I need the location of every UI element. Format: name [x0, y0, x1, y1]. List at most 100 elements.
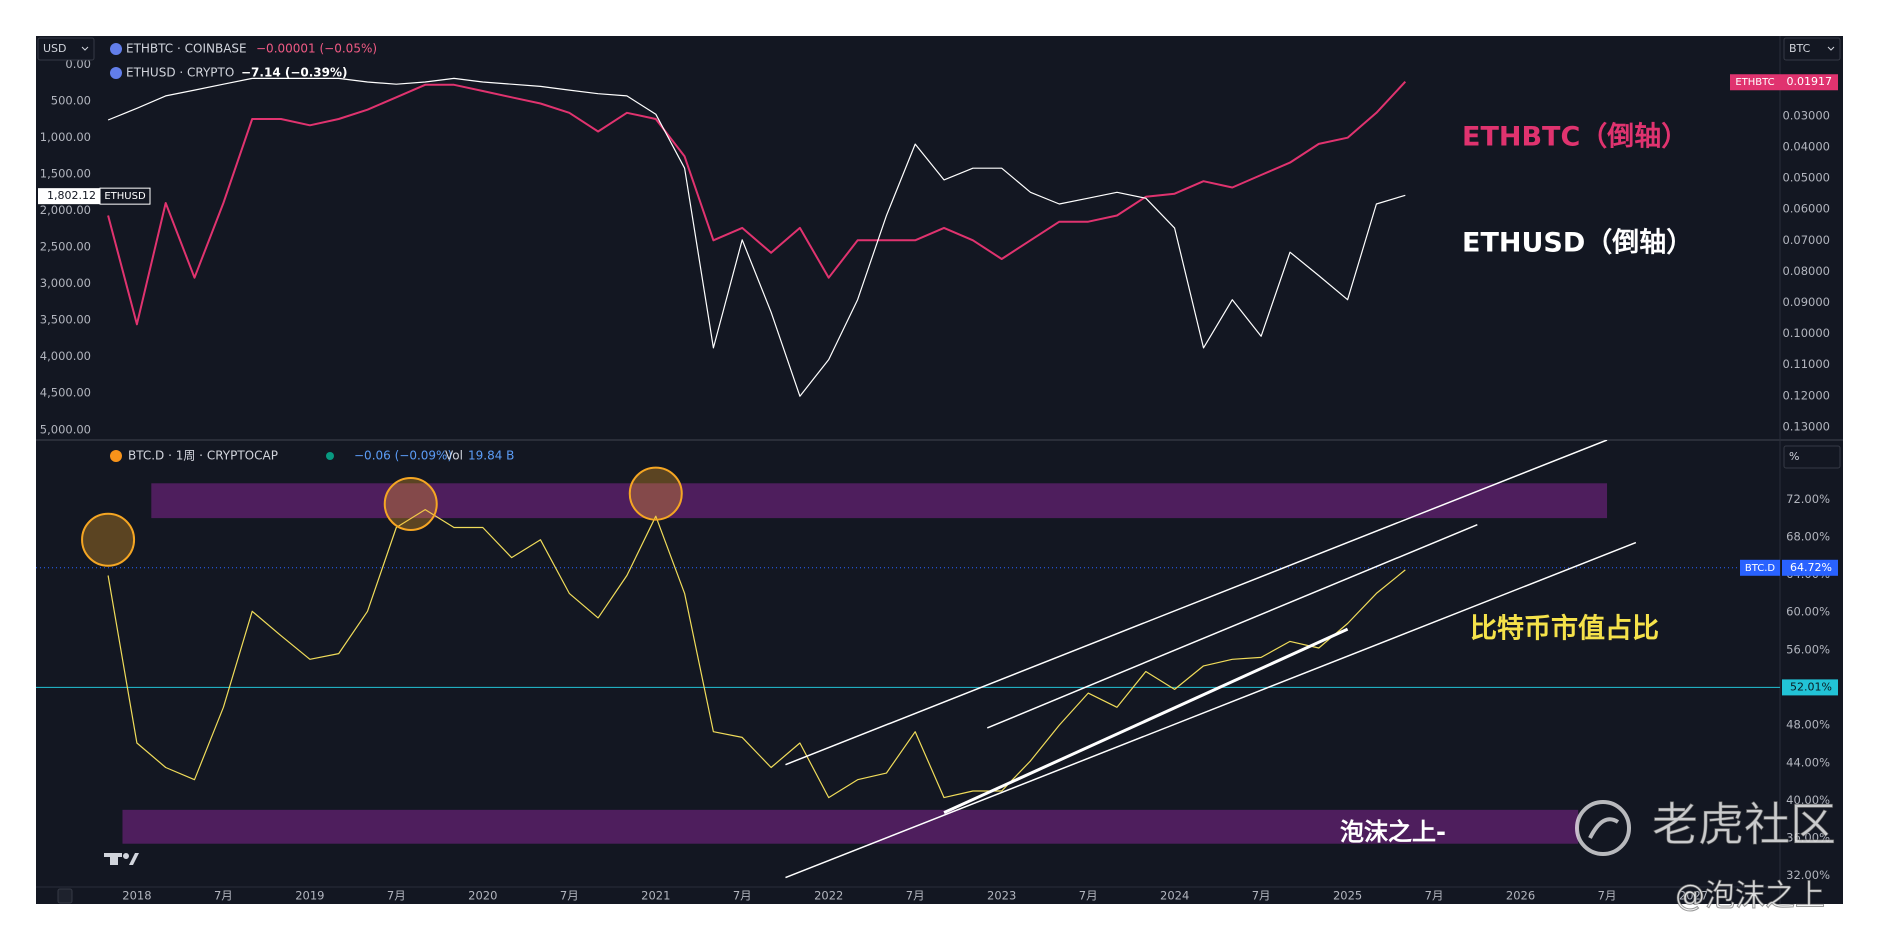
- watermark-brand: 老虎社区: [1652, 798, 1836, 852]
- y2-tick-label: 0.08000: [1782, 264, 1830, 278]
- currency-select[interactable]: [37, 37, 95, 61]
- timezone-button[interactable]: [57, 888, 73, 904]
- x-tick-label: 7月: [1598, 889, 1617, 903]
- x-tick-label: 2018: [122, 889, 151, 903]
- series-tag-name: ETHBTC: [1735, 77, 1774, 88]
- hline-tag-name: BTC.D: [1745, 563, 1776, 574]
- y2-tick-label: 0.04000: [1782, 140, 1830, 154]
- series-tag-name-bg: [99, 187, 151, 205]
- status-dot: [326, 452, 334, 460]
- y-tick-label: 3,000.00: [40, 276, 91, 290]
- x-tick-label: 2022: [814, 889, 843, 903]
- series-line: [107, 77, 1406, 397]
- x-tick-label: 2025: [1333, 889, 1362, 903]
- hline-tag-bg: [1782, 679, 1838, 696]
- x-tick-label: 2020: [468, 889, 497, 903]
- symbol-icon: [110, 67, 122, 79]
- annotation: ETHBTC（倒轴）: [1462, 122, 1688, 153]
- dropdown-chevron: [1827, 46, 1835, 51]
- tv-logo: [104, 853, 139, 865]
- annotation: ETHUSD（倒轴）: [1462, 228, 1693, 259]
- y-tick-label: 1,000.00: [40, 130, 91, 144]
- y2-tick-label: 0.09000: [1782, 295, 1830, 309]
- y2-tick-label: 0.11000: [1782, 357, 1830, 371]
- trend-line: [943, 627, 1349, 815]
- series-tag-bg: [1730, 74, 1838, 91]
- unit-select[interactable]: [1783, 37, 1841, 61]
- y-tick-label: 56.00%: [1786, 642, 1830, 656]
- trend-line: [785, 541, 1637, 879]
- symbol-icon: [110, 450, 122, 462]
- y-tick-label: 60.00%: [1786, 605, 1830, 619]
- y2-tick-label: 0.07000: [1782, 233, 1830, 247]
- series-line: [107, 509, 1406, 799]
- plot-area: [107, 77, 1407, 397]
- plot-area: [36, 440, 1780, 879]
- y-tick-label: 72.00%: [1786, 492, 1830, 506]
- annotation: 比特币市值占比: [1470, 613, 1659, 645]
- x-tick-label: 7月: [1425, 889, 1444, 903]
- y2-tick-label: 0.05000: [1782, 171, 1830, 185]
- watermark-logo: [1575, 800, 1631, 856]
- y-tick-label: 500.00: [51, 94, 91, 108]
- unit-label: BTC: [1789, 42, 1811, 55]
- chart-panel: [36, 36, 1843, 904]
- legend-change: −0.00001 (−0.05%): [256, 42, 377, 56]
- x-tick-label: 2024: [1160, 889, 1189, 903]
- y-tick-label: 5,000.00: [40, 422, 91, 436]
- dropdown-chevron: [81, 46, 89, 51]
- y-tick-label: 40.00%: [1786, 793, 1830, 807]
- series-tag-name: ETHUSD: [104, 191, 146, 202]
- y2-tick-label: 0.10000: [1782, 326, 1830, 340]
- x-tick-label: 7月: [387, 889, 406, 903]
- x-tick-label: 7月: [214, 889, 233, 903]
- currency-label: USD: [43, 42, 67, 55]
- legend-change: −0.06 (−0.09%): [354, 449, 452, 463]
- y-tick-label: 4,000.00: [40, 349, 91, 363]
- watermark-author: @泡沫之上: [1675, 879, 1825, 914]
- hline-tag-name-bg: [1740, 559, 1780, 576]
- x-tick-label: 7月: [1252, 889, 1271, 903]
- x-tick-label: 2027: [1679, 889, 1708, 903]
- x-tick-label: 2026: [1506, 889, 1535, 903]
- y-tick-label: 36.00%: [1786, 831, 1830, 845]
- legend-change: −7.14 (−0.39%): [241, 66, 348, 80]
- price-zone: [151, 483, 1608, 519]
- x-tick-label: 7月: [733, 889, 752, 903]
- y-tick-label: 1,500.00: [40, 167, 91, 181]
- series-tag-value: 0.01917: [1787, 75, 1833, 88]
- y-tick-label: 32.00%: [1786, 868, 1830, 882]
- y2-tick-label: 0.06000: [1782, 202, 1830, 216]
- legend-series-name[interactable]: ETHBTC · COINBASE: [126, 42, 247, 56]
- series-tag-value: 1,802.12: [47, 189, 96, 202]
- x-tick-label: 7月: [560, 889, 579, 903]
- y2-tick-label: 0.13000: [1782, 419, 1830, 433]
- x-tick-label: 2019: [295, 889, 324, 903]
- y-tick-label: 44.00%: [1786, 755, 1830, 769]
- hline-tag-bg: [1782, 559, 1838, 576]
- x-tick-label: 7月: [906, 889, 925, 903]
- series-tag-bg: [38, 188, 100, 205]
- highlight-circle: [628, 466, 683, 521]
- legend-series-name[interactable]: BTC.D · 1周 · CRYPTOCAP: [128, 449, 278, 463]
- volume-title: Vol: [445, 449, 463, 463]
- unit-label: %: [1789, 450, 1799, 463]
- y2-tick-label: 0.12000: [1782, 388, 1830, 402]
- x-tick-label: 2023: [987, 889, 1016, 903]
- symbol-icon: [110, 43, 122, 55]
- hline-tag-value: 64.72%: [1790, 561, 1832, 574]
- annotation: 泡沫之上-: [1340, 818, 1446, 846]
- trend-line: [785, 440, 1608, 766]
- series-line: [107, 81, 1407, 326]
- legend-series-name[interactable]: ETHUSD · CRYPTO: [126, 66, 234, 80]
- price-zone: [122, 809, 1579, 844]
- y-tick-label: 4,500.00: [40, 386, 91, 400]
- volume-value: 19.84 B: [468, 449, 514, 463]
- watermark-logo-mark: [1588, 817, 1620, 839]
- x-tick-label: 7月: [1079, 889, 1098, 903]
- unit-select[interactable]: [1783, 445, 1841, 469]
- x-tick-label: 2021: [641, 889, 670, 903]
- y-tick-label: 2,000.00: [40, 203, 91, 217]
